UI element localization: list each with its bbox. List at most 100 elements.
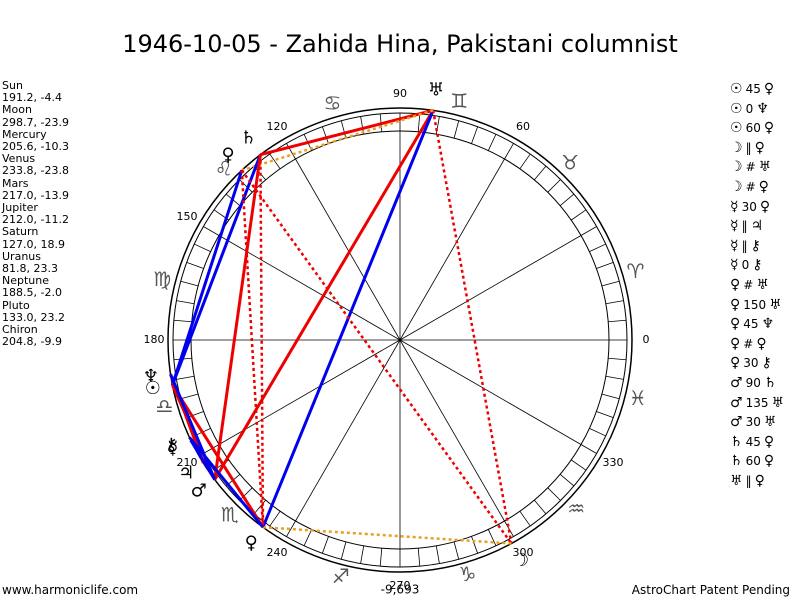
planet-position: 127.0, 18.9 [2, 237, 65, 251]
aspect-row: ♀ # ♅ [730, 276, 784, 296]
sign-glyph: ♒ [567, 497, 585, 521]
ring-tick [504, 143, 514, 160]
planet-position: 127.0, 18.9 [2, 237, 69, 251]
ring-tick [601, 393, 620, 400]
aspect-from: ☉ [730, 100, 743, 117]
ring-tick [580, 226, 597, 236]
aspect-type: 45 [743, 317, 759, 332]
aspect-to: ♅ [771, 394, 785, 411]
ring-tick [605, 375, 624, 380]
sign-glyph: ♎ [156, 394, 174, 418]
ring-tick [596, 411, 614, 419]
planet-name: Sun [2, 79, 23, 92]
aspect-from: ☿ [730, 257, 739, 274]
sign-glyph: ♉ [561, 150, 579, 174]
ring-tick [186, 261, 204, 269]
planet-name: Mercury [2, 128, 69, 141]
planet-position: 217.0, -13.9 [2, 188, 69, 202]
aspect-line [260, 108, 434, 157]
aspect-to: ♀ [763, 433, 775, 450]
aspect-to: ♅ [756, 276, 769, 293]
ring-tick [471, 536, 479, 554]
footer-right: AstroChart Patent Pending [631, 583, 790, 597]
sign-glyph: ♋ [324, 91, 342, 115]
aspect-type: ‖ [745, 473, 752, 488]
ring-tick [379, 548, 383, 567]
aspect-type: # [743, 277, 754, 292]
aspect-to: ⚷ [752, 257, 763, 274]
aspect-row: ☿ ‖ ♃ [730, 217, 784, 237]
degree-label: 0 [643, 333, 650, 346]
spoke [399, 158, 505, 341]
aspect-row: ♀ 45 ♆ [730, 315, 784, 335]
ring-tick [340, 541, 347, 560]
planet-name: Mars [2, 176, 29, 190]
planet-name: Mars [2, 176, 69, 190]
planet-glyph: ♀ [245, 532, 258, 553]
sign-glyph: ♑ [459, 562, 477, 586]
aspect-row: ☉ 60 ♀ [730, 119, 784, 139]
planet-glyph: ☿ [167, 438, 178, 459]
aspect-row: ♂ 135 ♅ [730, 394, 784, 414]
aspect-type: 45 [745, 434, 761, 449]
planet-glyph: ♂ [191, 481, 207, 502]
ring-tick [596, 261, 614, 269]
aspect-line [259, 154, 265, 528]
aspect-row: ♄ 60 ♀ [730, 452, 784, 472]
aspect-type: 30 [741, 199, 757, 214]
aspect-type: ‖ [745, 140, 752, 155]
sign-glyph: ♐ [332, 564, 350, 588]
aspect-to: ♅ [763, 414, 777, 431]
aspect-line [431, 110, 513, 544]
aspect-to: ♀ [763, 120, 775, 137]
ring-tick [580, 444, 597, 454]
planet-position: 233.8, -23.8 [2, 165, 69, 177]
spoke [295, 339, 401, 522]
aspect-from: ☿ [730, 198, 739, 215]
ring-tick [559, 474, 575, 487]
ring-tick [435, 545, 440, 564]
ring-tick [203, 226, 220, 236]
planet-position: 204.8, -9.9 [2, 335, 62, 349]
ring-tick [286, 143, 296, 160]
ring-tick [519, 510, 531, 527]
ring-tick [173, 319, 192, 323]
planet-position: 81.8, 23.3 [2, 262, 58, 276]
aspect-type: 0 [741, 258, 750, 273]
spoke [399, 339, 582, 445]
ring-tick [519, 153, 531, 170]
ring-tick [417, 113, 421, 132]
aspect-from: ☿ [730, 237, 739, 254]
aspect-line [213, 154, 262, 480]
aspect-row: ☉ 45 ♀ [730, 80, 784, 100]
aspect-from: ☉ [730, 81, 743, 97]
ring-tick [176, 300, 195, 305]
aspect-to: ♆ [756, 100, 769, 117]
ring-tick [589, 243, 606, 253]
aspect-to: ♆ [761, 316, 775, 333]
ring-tick [608, 319, 627, 323]
ring-tick [239, 487, 253, 501]
aspect-to: ♀ [763, 453, 775, 470]
planet-position: 133.0, 23.2 [2, 311, 69, 324]
planet-name: Jupiter [2, 201, 69, 214]
aspect-from: ☿ [730, 218, 739, 235]
aspect-from: ♄ [730, 433, 743, 450]
planet-position: 212.0, -11.2 [2, 213, 69, 227]
sign-glyph: ♊ [450, 89, 468, 113]
planet-name: Uranus [2, 249, 41, 263]
degree-label: 270 [390, 579, 411, 592]
planet-glyph: ⚷ [165, 435, 178, 456]
planet-name: Chiron [2, 323, 38, 337]
planet-position: 205.6, -10.3 [2, 140, 69, 153]
aspect-to: ♀ [758, 178, 769, 195]
aspect-type: 90 [745, 375, 761, 390]
aspect-from: ☽ [730, 178, 743, 195]
ring-tick [203, 444, 220, 454]
aspect-from: ♀ [730, 355, 741, 372]
spoke [399, 339, 505, 522]
planet-position: 298.7, -23.9 [2, 116, 69, 129]
aspect-row: ♄ 45 ♀ [730, 433, 784, 453]
